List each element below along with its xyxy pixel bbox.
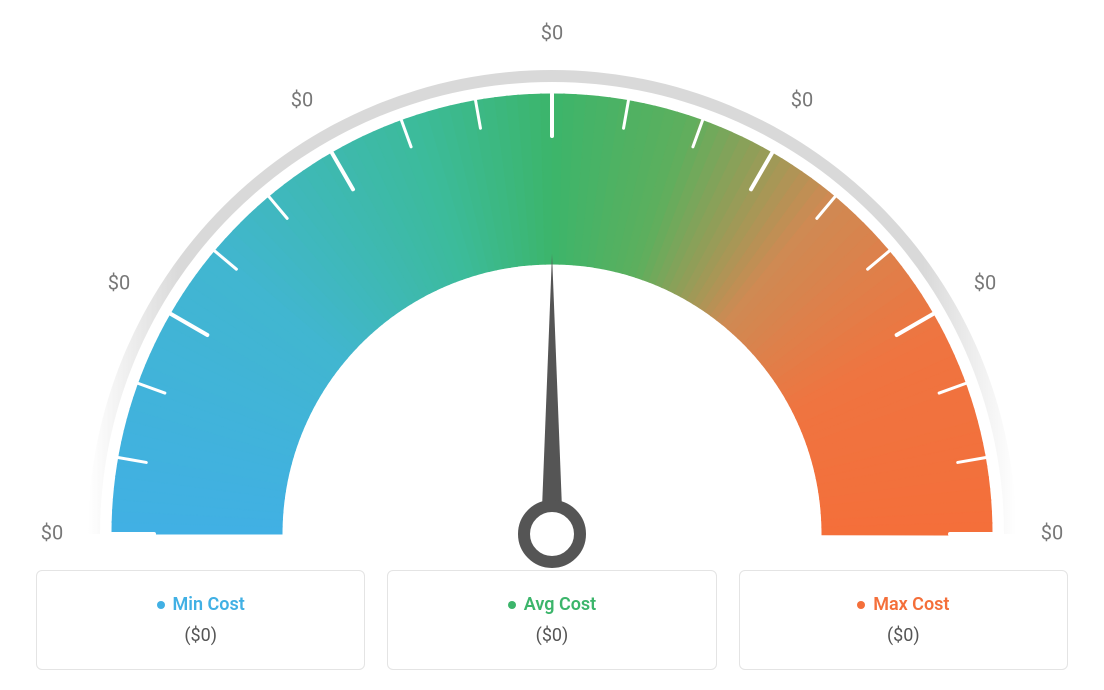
legend-card: Max Cost ($0) <box>739 570 1068 670</box>
gauge-svg: $0 $0 $0 $0 $0 $0 $0 <box>8 20 1096 584</box>
legend-title: Avg Cost <box>508 594 596 615</box>
gauge-needle-hub <box>524 506 580 562</box>
legend-title: Min Cost <box>157 594 245 615</box>
legend-label: Min Cost <box>173 594 245 615</box>
legend-label: Avg Cost <box>524 594 596 615</box>
legend-row: Min Cost ($0) Avg Cost ($0) Max Cost ($0) <box>36 570 1068 670</box>
legend-card: Avg Cost ($0) <box>387 570 716 670</box>
gauge-tick-label: $0 <box>974 270 996 294</box>
gauge-tick-label: $0 <box>291 87 313 111</box>
legend-dot-icon <box>157 601 165 609</box>
legend-card: Min Cost ($0) <box>36 570 365 670</box>
legend-label: Max Cost <box>873 594 949 615</box>
legend-value: ($0) <box>536 625 569 646</box>
gauge-tick-label: $0 <box>541 20 563 44</box>
legend-title: Max Cost <box>857 594 949 615</box>
gauge-needle <box>541 254 563 534</box>
gauge-tick-label: $0 <box>1041 520 1063 544</box>
gauge-tick-label: $0 <box>791 87 813 111</box>
gauge-tick-label: $0 <box>41 520 63 544</box>
gauge-area: $0 $0 $0 $0 $0 $0 $0 <box>0 0 1104 560</box>
legend-dot-icon <box>508 601 516 609</box>
legend-dot-icon <box>857 601 865 609</box>
cost-gauge-infographic: $0$0$0$0$0$0$0 Min Cost($0)Avg Cost($0)M… <box>0 0 1104 690</box>
gauge-tick-label: $0 <box>108 270 130 294</box>
legend-value: ($0) <box>184 625 217 646</box>
legend-value: ($0) <box>887 625 920 646</box>
